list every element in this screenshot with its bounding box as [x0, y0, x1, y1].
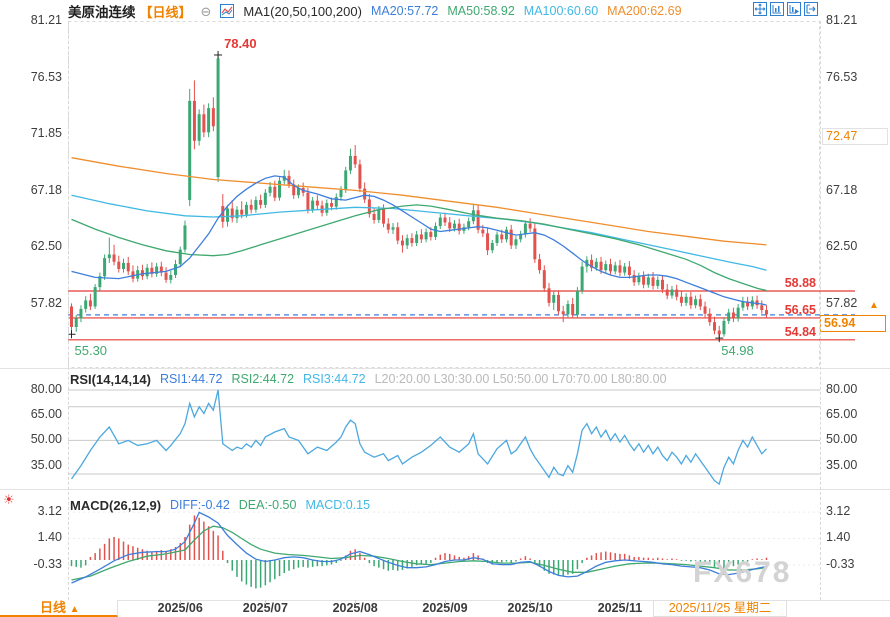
macd-tick-label: 3.12	[826, 504, 851, 519]
x-axis-month-label: 2025/11	[597, 601, 643, 615]
macd-tick-label: -0.33	[33, 557, 63, 572]
ma100-readout: MA100:60.60	[523, 4, 599, 18]
watermark: FX678	[693, 556, 792, 589]
price-tick-label: 76.53	[30, 69, 62, 84]
x-axis-month-label: 2025/07	[242, 601, 288, 615]
diff-line	[71, 511, 767, 584]
ma20-line	[71, 175, 767, 306]
extreme-marker	[68, 330, 76, 339]
price-chart-canvas[interactable]	[68, 21, 858, 368]
sun-alert-icon[interactable]: ☀	[3, 492, 15, 507]
macd-readout: MACD:0.15	[305, 498, 371, 512]
rsi-levels-readout: L20:20.00 L30:30.00 L50:50.00 L70:70.00 …	[374, 372, 667, 386]
pan-icon[interactable]	[753, 2, 767, 16]
plot-left-edge	[68, 21, 69, 600]
x-axis-month-label: 2025/09	[422, 601, 468, 615]
x-axis-tick	[180, 600, 182, 604]
period-tab-label: 日线	[40, 600, 67, 615]
level-line-label: 56.65	[784, 302, 816, 317]
x-axis-tick	[619, 600, 621, 604]
popout-icon[interactable]	[804, 2, 818, 16]
rsi-line	[70, 389, 767, 486]
macd-header: MACD(26,12,9) DIFF:-0.42 DEA:-0.50 MACD:…	[70, 496, 370, 514]
rsi2-readout: RSI2:44.72	[231, 372, 295, 386]
chart-toolbar	[753, 2, 818, 16]
price-tick-label: 76.53	[826, 69, 858, 84]
panel-divider-2	[0, 489, 890, 490]
period-tag: 【日线】	[139, 4, 192, 20]
macd-tick-label: 1.40	[37, 530, 62, 545]
axis-separator	[820, 21, 821, 600]
x-axis-tick	[265, 600, 267, 604]
price-tick-label: 81.21	[826, 13, 858, 27]
ma200-line	[71, 157, 767, 246]
chart-type-icon[interactable]	[220, 4, 235, 18]
price-tick-label: 57.82	[826, 295, 858, 310]
x-axis-tick	[355, 600, 357, 604]
low-price-label: 55.30	[74, 343, 108, 359]
rsi-tick-label: 35.00	[826, 457, 858, 472]
ma100-line	[71, 194, 767, 271]
price-tick-label: 62.50	[826, 239, 858, 254]
dea-line	[71, 525, 767, 581]
extreme-marker	[715, 334, 724, 343]
rsi-tick-label: 65.00	[826, 407, 858, 422]
level-line-label: 54.84	[784, 324, 816, 339]
rsi-tick-label: 80.00	[826, 382, 858, 396]
current-price-badge: 56.94	[820, 315, 886, 332]
low-price-label: 54.98	[721, 343, 754, 359]
period-selector-tab[interactable]: 日线 ▲	[0, 600, 118, 617]
macd-title: MACD(26,12,9)	[70, 497, 162, 513]
current-date-badge[interactable]: 2025/11/25 星期二	[653, 600, 787, 617]
price-tick-label: 62.50	[30, 239, 62, 254]
rsi-tick-label: 35.00	[30, 457, 62, 472]
rsi-tick-label: 65.00	[30, 407, 62, 422]
ma200-readout: MA200:62.69	[607, 4, 682, 18]
price-up-arrow-icon: ▲	[869, 300, 879, 311]
x-axis-month-label: 2025/08	[332, 601, 378, 615]
collapse-indicator-icon[interactable]: ⊖	[200, 3, 212, 19]
x-axis-tick	[445, 600, 446, 604]
extreme-marker	[214, 50, 223, 59]
price-tick-label: 57.82	[30, 295, 62, 310]
plot-border	[68, 21, 820, 368]
rsi1-readout: RSI1:44.72	[159, 372, 223, 386]
macd-tick-label: 3.12	[37, 504, 62, 519]
rsi3-readout: RSI3:44.72	[303, 372, 366, 386]
macd-histogram	[70, 515, 768, 589]
rsi-title: RSI(14,14,14)	[70, 371, 151, 387]
ma50-readout: MA50:58.92	[447, 4, 515, 18]
price-tick-label: 67.18	[30, 182, 62, 197]
rsi-tick-label: 80.00	[30, 382, 62, 396]
panel-divider-1	[0, 368, 890, 369]
macd-chart-canvas[interactable]	[68, 505, 820, 600]
candles-layer	[70, 54, 769, 339]
rsi-tick-label: 50.00	[826, 432, 858, 447]
axis-fit-icon[interactable]	[770, 2, 784, 16]
macd-tick-label: 1.40	[826, 530, 851, 545]
ma20-readout: MA20:57.72	[370, 4, 439, 18]
rsi-chart-canvas[interactable]	[68, 387, 820, 489]
price-alert-badge[interactable]: 72.47	[822, 128, 888, 145]
diff-readout: DIFF:-0.42	[170, 498, 230, 512]
ma-param-label: MA1(20,50,100,200)	[243, 3, 362, 19]
price-tick-label: 81.21	[30, 13, 62, 27]
x-axis-month-label: 2025/06	[157, 601, 203, 615]
macd-tick-label: -0.33	[826, 557, 855, 572]
level-line-label: 58.88	[784, 275, 816, 290]
rsi-tick-label: 50.00	[30, 432, 62, 447]
main-chart-header: 美原油连续 【日线】 ⊖ MA1(20,50,100,200) MA20:57.…	[68, 2, 682, 21]
x-axis-tick	[530, 600, 532, 604]
high-price-label: 78.40	[224, 35, 257, 51]
x-axis-month-label: 2025/10	[507, 601, 553, 615]
price-tick-label: 71.85	[30, 126, 62, 141]
symbol-name: 美原油连续	[68, 5, 136, 20]
dea-readout: DEA:-0.50	[238, 498, 297, 512]
rsi-header: RSI(14,14,14) RSI1:44.72 RSI2:44.72 RSI3…	[70, 370, 667, 388]
chart-scroll-icon[interactable]	[787, 2, 801, 16]
period-tab-arrow-icon: ▲	[69, 604, 80, 615]
price-tick-label: 67.18	[826, 182, 858, 197]
ma50-line	[71, 204, 767, 292]
